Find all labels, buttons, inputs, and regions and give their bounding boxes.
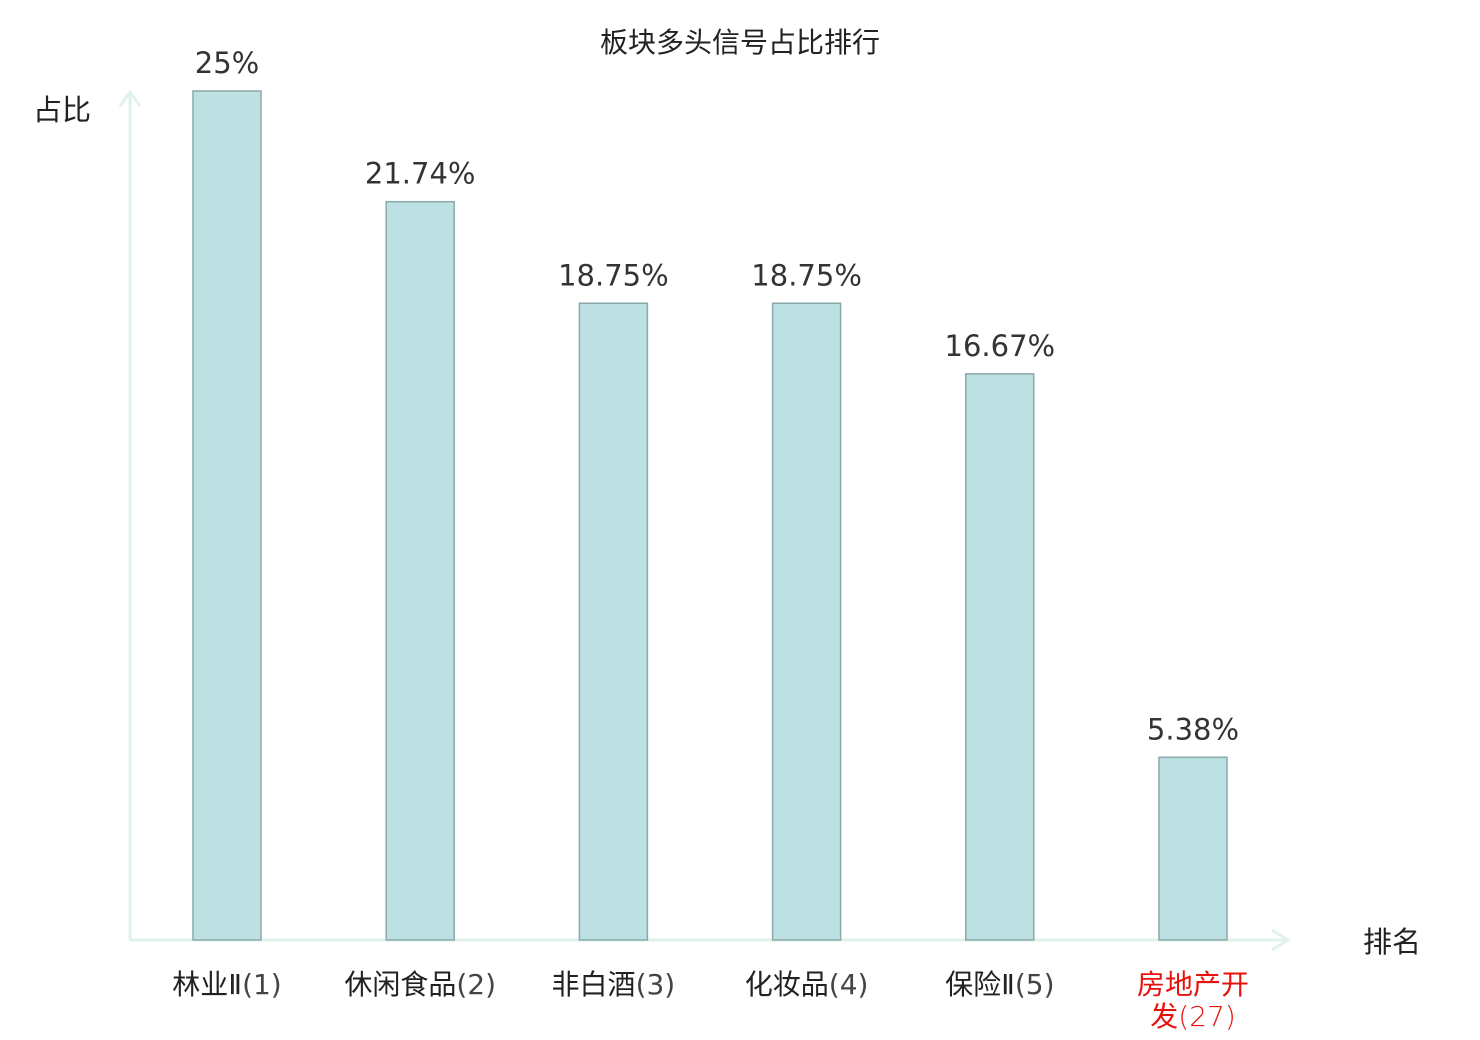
y-axis-arrow — [118, 89, 142, 107]
value-label: 5.38% — [1147, 712, 1239, 746]
value-label: 18.75% — [558, 258, 669, 292]
value-label: 25% — [195, 46, 259, 80]
bar — [771, 302, 842, 941]
x-axis-arrow — [1271, 928, 1291, 952]
category-label: 非白酒(3) — [552, 968, 676, 1001]
bar — [1158, 756, 1228, 941]
category-label: 化妆品(4) — [745, 968, 869, 1001]
category-label: 休闲食品(2) — [344, 968, 496, 1001]
bar — [578, 302, 649, 941]
axes — [118, 89, 1291, 952]
value-labels-group: 25% 21.74% 18.75% 18.75% 16.67% 5.38% — [195, 46, 1239, 746]
category-label: 房地产开 — [1137, 968, 1249, 1001]
bar — [385, 200, 455, 941]
bar — [192, 90, 262, 941]
value-label: 16.67% — [945, 329, 1056, 363]
value-label: 21.74% — [365, 157, 476, 191]
x-axis-label: 排名 — [1363, 925, 1421, 959]
category-label: 保险Ⅱ(5) — [945, 968, 1054, 1001]
bars-group — [192, 90, 1228, 941]
chart-title: 板块多头信号占比排行 — [600, 26, 880, 59]
category-label: 林业Ⅱ(1) — [172, 968, 281, 1001]
y-axis-label: 占比 — [33, 93, 91, 127]
category-label: 发(27) — [1150, 1000, 1236, 1033]
bar — [965, 373, 1035, 941]
value-label: 18.75% — [751, 258, 862, 292]
